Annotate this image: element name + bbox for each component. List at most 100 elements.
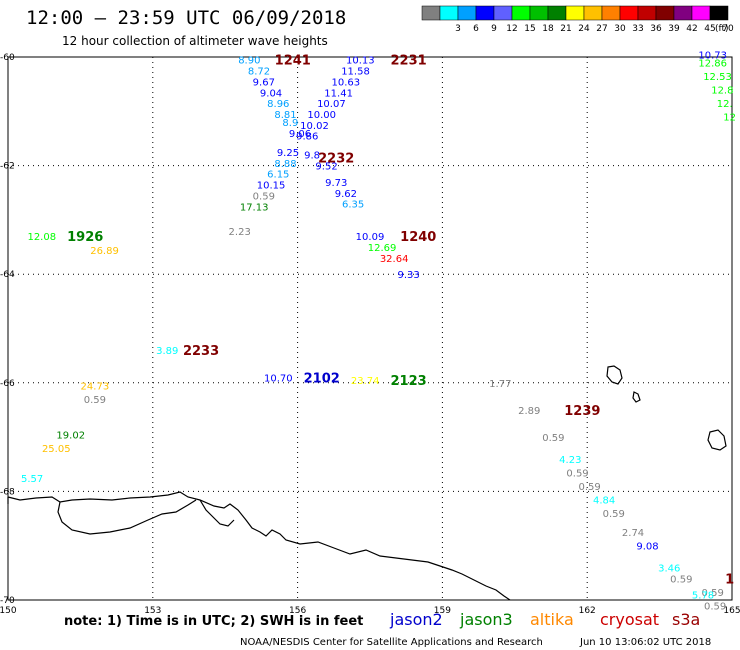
legend-label: 27 — [596, 24, 607, 34]
satellite-s3a: s3a — [672, 610, 700, 629]
wave-height-value: 12.86 — [698, 58, 727, 69]
wave-height-value: 6.35 — [342, 200, 364, 211]
wave-height-value: 0.59 — [566, 468, 588, 479]
legend-swatch — [583, 5, 603, 21]
wave-height-value: 9.33 — [397, 270, 419, 281]
wave-height-value: 32.64 — [380, 254, 409, 265]
wave-height-value: 9.08 — [636, 542, 658, 553]
longitude-tick-label: 150 — [0, 606, 17, 616]
wave-height-value: 0.59 — [84, 395, 106, 406]
wave-height-value: 4.84 — [593, 496, 615, 507]
satellite-legend: jason2 jason3 altika cryosat s3a — [389, 610, 700, 629]
legend-label: 15 — [524, 24, 535, 34]
pass-time-label: 2231 — [391, 54, 427, 69]
legend-swatch — [511, 5, 531, 21]
legend-swatch — [691, 5, 711, 21]
footer-note: note: 1) Time is in UTC; 2) SWH is in fe… — [64, 614, 363, 629]
wave-height-value: 10.07 — [317, 99, 346, 110]
legend-swatch — [655, 5, 675, 21]
wave-height-observations: 8.908.729.679.048.968.818.99.069.258.886… — [21, 50, 736, 612]
legend-label: 39 — [668, 24, 680, 34]
wave-height-value: 9.04 — [260, 88, 282, 99]
legend-swatch — [529, 5, 549, 21]
wave-height-value: 11.41 — [324, 88, 353, 99]
wave-height-value: 0.59 — [704, 601, 726, 612]
pass-time-label: 2232 — [318, 151, 354, 166]
pass-time-label: 2102 — [304, 371, 340, 386]
legend-label: 9 — [491, 24, 497, 34]
legend-swatch — [439, 5, 459, 21]
legend-label: 12 — [506, 24, 517, 34]
legend-label: 3 — [455, 24, 461, 34]
satellite-cryosat: cryosat — [600, 610, 659, 629]
legend-swatch — [709, 5, 729, 21]
longitude-tick-label: 156 — [289, 606, 306, 616]
wave-height-value: 9.73 — [325, 178, 347, 189]
wave-height-value: 12.53 — [703, 72, 732, 83]
footer-credit: NOAA/NESDIS Center for Satellite Applica… — [240, 637, 543, 648]
map-frame — [7, 56, 733, 601]
latitude-tick-label: -62 — [0, 162, 15, 172]
wave-height-value: 12.69 — [368, 243, 397, 254]
pass-time-label: 2233 — [183, 344, 219, 359]
wave-height-value: 9.62 — [335, 189, 357, 200]
legend-unit: (ft) — [715, 24, 729, 34]
wave-height-value: 12.8 — [711, 86, 733, 97]
legend-swatch — [637, 5, 657, 21]
legend-swatch — [673, 5, 693, 21]
wave-height-value: 10.70 — [264, 373, 293, 384]
legend-swatch — [421, 5, 441, 21]
wave-height-value: 9.67 — [253, 77, 275, 88]
wave-height-value: 8.81 — [274, 110, 296, 121]
pass-time-label: 1239 — [564, 404, 600, 419]
wave-height-value: 23.74 — [351, 376, 380, 387]
wave-height-value: 9.25 — [277, 148, 299, 159]
wave-height-value: 9.86 — [296, 132, 318, 143]
wave-height-value: 2.89 — [518, 406, 540, 417]
wave-height-value: 0.59 — [670, 574, 692, 585]
wave-height-value: 12. — [717, 99, 733, 110]
legend-label: 33 — [632, 24, 643, 34]
wave-height-value: 8.72 — [248, 67, 270, 78]
legend-label: 70 — [722, 24, 734, 34]
wave-height-value: 10.63 — [332, 77, 361, 88]
latitude-tick-label: -66 — [0, 379, 15, 389]
wave-height-value: 24.73 — [81, 382, 110, 393]
wave-height-value: 4.23 — [559, 455, 581, 466]
wave-height-value: 2.74 — [622, 528, 644, 539]
pass-time-label: 2123 — [391, 374, 427, 389]
wave-height-value: 5.57 — [21, 474, 43, 485]
legend-swatch — [547, 5, 567, 21]
legend-swatch — [601, 5, 621, 21]
wave-height-value: 10.00 — [307, 110, 336, 121]
ice-shelf-outline — [7, 497, 235, 535]
legend-swatch — [457, 5, 477, 21]
legend-label: 36 — [650, 24, 662, 34]
wave-height-value: 11.58 — [341, 67, 370, 78]
wave-height-value: 25.05 — [42, 444, 71, 455]
wave-height-value: 12 — [723, 113, 736, 124]
wave-height-value: 2.23 — [229, 227, 251, 238]
legend-swatch — [475, 5, 495, 21]
wave-height-value: 9.52 — [315, 162, 337, 173]
wave-height-value: 0.59 — [542, 433, 564, 444]
wave-height-value: 5.78 — [692, 591, 714, 602]
satellite-jason2: jason2 — [389, 610, 443, 629]
longitude-tick-label: 162 — [579, 606, 596, 616]
wave-height-value: 12.08 — [27, 232, 56, 243]
legend-label: 21 — [560, 24, 571, 34]
legend-label: 42 — [686, 24, 697, 34]
page-title: 12:00 — 23:59 UTC 06/09/2018 — [26, 7, 346, 29]
pass-time-label: 1926 — [67, 230, 103, 245]
latitude-tick-label: -64 — [0, 270, 15, 280]
graticule — [8, 57, 732, 600]
wave-height-value: 10.09 — [356, 232, 385, 243]
pass-time-label: 1240 — [400, 230, 436, 245]
color-scale-legend: 3 6 9 12 15 18 21 24 27 30 33 36 39 42 45 70 — [421, 5, 734, 34]
longitude-tick-label: 153 — [144, 606, 161, 616]
longitude-tick-label: 165 — [723, 606, 740, 616]
longitude-tick-label: 159 — [434, 606, 451, 616]
page-subtitle: 12 hour collection of altimeter wave hei… — [62, 34, 328, 48]
